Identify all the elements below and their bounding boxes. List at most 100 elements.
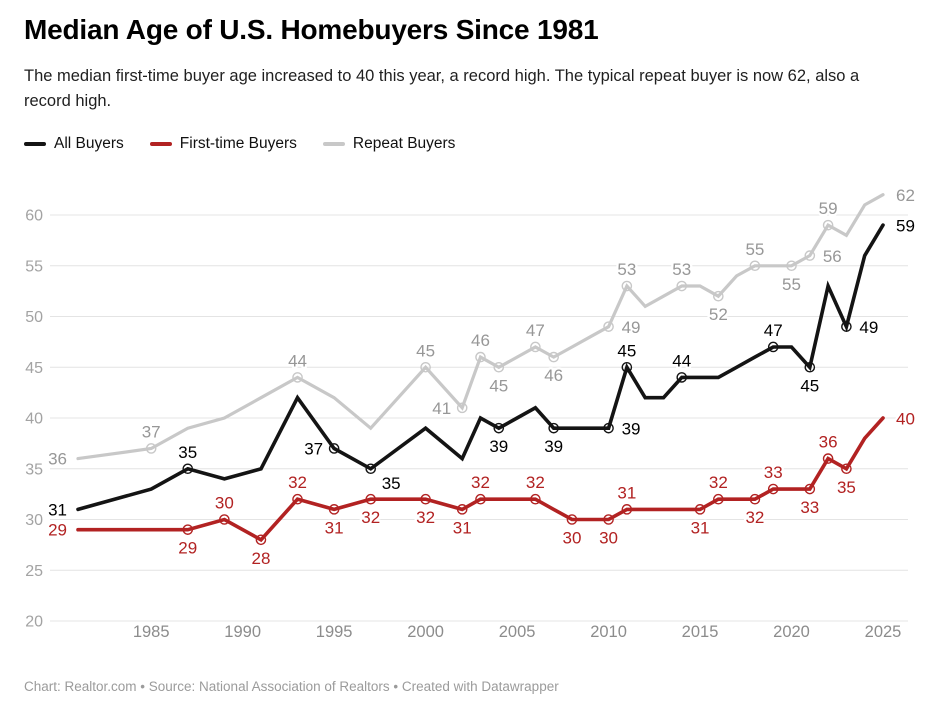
data-point-marker xyxy=(292,493,303,505)
data-point-label: 45 xyxy=(489,376,508,395)
data-point-label: 49 xyxy=(622,318,641,337)
x-tick-label: 2005 xyxy=(499,623,536,641)
x-tick-label: 2015 xyxy=(682,623,719,641)
x-tick-label: 2010 xyxy=(590,623,627,641)
data-point-label: 30 xyxy=(599,529,618,548)
legend-swatch xyxy=(24,142,46,146)
data-point-label: 31 xyxy=(691,518,710,537)
data-point-label: 31 xyxy=(325,518,344,537)
data-point-marker xyxy=(475,351,486,363)
data-point-marker xyxy=(841,463,852,475)
series-all-buyers xyxy=(76,223,885,512)
data-point-marker xyxy=(713,290,724,302)
data-point-label: 31 xyxy=(617,483,636,502)
y-tick-label: 60 xyxy=(25,208,43,225)
data-point-label: 37 xyxy=(304,439,323,458)
y-tick-label: 30 xyxy=(25,512,43,529)
data-point-marker xyxy=(548,422,559,434)
data-point-label: 47 xyxy=(764,321,783,340)
data-point-marker xyxy=(548,351,559,363)
chart-footer: Chart: Realtor.com • Source: National As… xyxy=(24,679,559,694)
data-point-label: 53 xyxy=(617,260,636,279)
x-tick-label: 1990 xyxy=(224,623,261,641)
x-tick-label: 2020 xyxy=(773,623,810,641)
data-point-label: 32 xyxy=(471,473,490,492)
data-point-marker xyxy=(456,504,468,515)
data-point-marker xyxy=(603,514,614,525)
data-point-marker xyxy=(182,463,194,475)
data-point-marker xyxy=(676,372,688,383)
data-point-label: 47 xyxy=(526,321,545,340)
data-point-label: 44 xyxy=(288,351,307,370)
data-point-marker xyxy=(365,463,377,475)
data-point-label: 45 xyxy=(800,376,819,395)
series-line-first-time-buyers xyxy=(76,416,885,543)
data-point-label: 41 xyxy=(432,399,451,418)
data-point-label: 35 xyxy=(178,443,197,462)
y-tick-label: 40 xyxy=(25,411,43,428)
data-point-marker xyxy=(621,280,633,292)
chart-subtitle: The median first-time buyer age increase… xyxy=(24,67,860,110)
data-point-marker xyxy=(420,361,431,373)
data-point-marker xyxy=(621,504,633,515)
data-point-label: 33 xyxy=(800,498,819,517)
data-point-marker xyxy=(713,493,724,505)
series-first-time-buyers xyxy=(76,416,885,546)
data-point-label: 28 xyxy=(251,549,270,568)
y-tick-label: 55 xyxy=(25,258,43,275)
data-point-marker xyxy=(420,493,431,505)
data-point-marker xyxy=(292,372,303,383)
x-tick-label: 1985 xyxy=(133,623,170,641)
data-point-label: 53 xyxy=(672,260,691,279)
legend: All Buyers First-time Buyers Repeat Buyers xyxy=(24,135,455,153)
data-point-label: 45 xyxy=(416,341,435,360)
data-point-label: 59 xyxy=(819,199,838,218)
data-point-label: 62 xyxy=(896,186,915,205)
x-tick-label: 2025 xyxy=(865,623,902,641)
data-point-label: 44 xyxy=(672,351,691,370)
data-point-marker xyxy=(804,250,816,261)
series-line-repeat-buyers xyxy=(76,193,885,461)
data-point-label: 39 xyxy=(622,420,641,439)
data-point-label: 35 xyxy=(837,478,856,497)
y-tick-label: 35 xyxy=(25,461,43,478)
data-point-marker xyxy=(804,361,816,373)
data-point-label: 40 xyxy=(896,410,915,429)
data-point-label: 32 xyxy=(361,508,380,527)
data-point-label: 32 xyxy=(288,473,307,492)
data-point-label: 36 xyxy=(819,433,838,452)
data-point-label: 31 xyxy=(48,500,67,519)
data-point-label: 39 xyxy=(489,437,508,456)
legend-item-all-buyers: All Buyers xyxy=(24,135,124,153)
y-tick-label: 20 xyxy=(25,614,43,631)
data-point-marker xyxy=(255,534,267,546)
data-point-marker xyxy=(365,493,377,505)
data-point-label: 56 xyxy=(823,247,842,266)
data-point-marker xyxy=(694,504,706,515)
data-point-marker xyxy=(566,514,578,525)
data-point-marker xyxy=(822,219,834,231)
data-point-label: 35 xyxy=(382,474,401,493)
data-point-marker xyxy=(786,260,797,272)
legend-label: All Buyers xyxy=(54,135,124,152)
data-point-label: 32 xyxy=(745,508,764,527)
data-point-marker xyxy=(530,341,541,353)
data-point-label: 29 xyxy=(178,539,197,558)
data-point-label: 55 xyxy=(782,275,801,294)
y-tick-label: 50 xyxy=(25,309,43,326)
data-point-marker xyxy=(749,260,761,272)
series-line-all-buyers xyxy=(76,223,885,512)
data-point-label: 49 xyxy=(859,318,878,337)
data-point-label: 30 xyxy=(215,494,234,513)
data-point-marker xyxy=(456,402,468,414)
y-tick-label: 45 xyxy=(25,360,43,377)
data-point-label: 33 xyxy=(764,463,783,482)
data-point-marker xyxy=(493,422,505,434)
data-point-marker xyxy=(493,361,505,373)
chart-title: Median Age of U.S. Homebuyers Since 1981 xyxy=(24,14,599,45)
data-point-marker xyxy=(475,493,486,505)
legend-item-first-time-buyers: First-time Buyers xyxy=(149,135,297,153)
data-point-marker xyxy=(182,524,194,535)
legend-label: First-time Buyers xyxy=(179,135,297,152)
